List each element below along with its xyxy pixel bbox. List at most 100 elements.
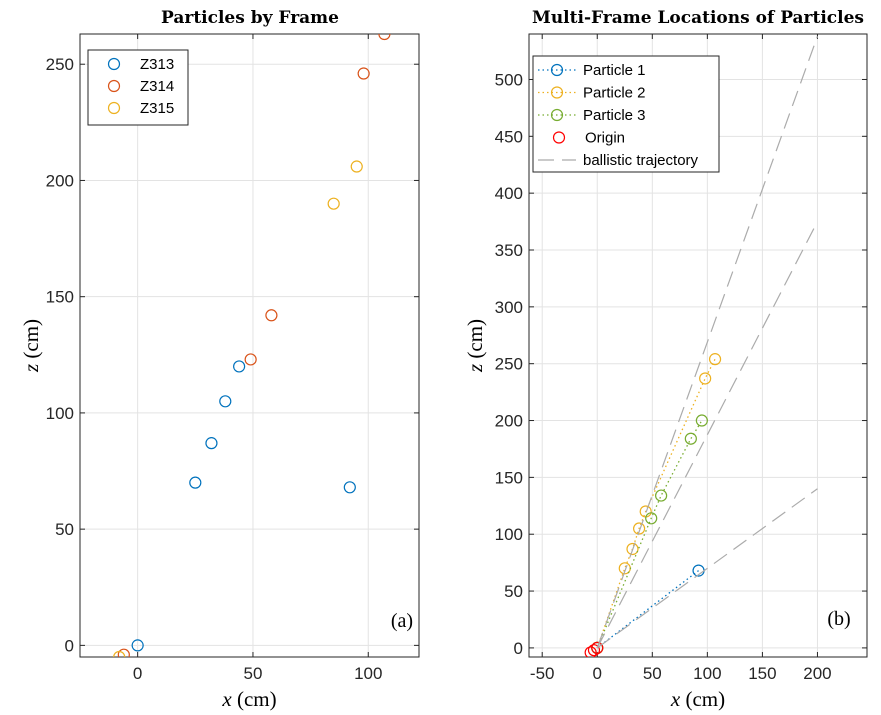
y-tick-label: 200 — [495, 412, 523, 431]
legend-label: ballistic trajectory — [583, 152, 699, 169]
trajectory-line — [596, 36, 819, 649]
legend-box — [532, 55, 720, 173]
tick-labels: 0 50 100 0 50 100 150 200 250 — [46, 55, 383, 683]
legend-item-particle-3: Particle 3 — [538, 107, 646, 124]
y-tick-label: 400 — [495, 184, 523, 203]
data-point — [117, 648, 130, 657]
data-point — [587, 644, 601, 657]
legend-item-particle-2: Particle 2 — [538, 85, 646, 102]
tick-labels: -50 0 50 100 150 200 0 50 100 150 200 250 300 350 400 4… — [495, 70, 832, 683]
y-tick-label: 100 — [46, 404, 74, 423]
legend-item-particle-1: Particle 1 — [538, 62, 646, 79]
x-axis-var: x — [670, 687, 681, 711]
legend-label: Origin — [585, 130, 625, 147]
legend-marker — [107, 79, 121, 93]
legend-item-z314: Z314 — [107, 78, 174, 95]
y-tick-label: 250 — [46, 55, 74, 74]
legend-marker — [550, 63, 564, 77]
data-point — [695, 414, 708, 427]
data-point — [699, 372, 712, 385]
legend-label: Z314 — [140, 78, 174, 95]
y-axis-label: z (cm) — [19, 319, 43, 373]
data-point — [708, 353, 722, 366]
data-point — [265, 309, 278, 322]
plot-particles-by-frame: 0 50 100 0 50 100 150 200 250 Particles by Frame… — [19, 8, 420, 711]
y-tick-label: 50 — [55, 520, 74, 539]
data-point — [645, 512, 658, 525]
data-point — [632, 522, 646, 535]
series-z314 — [117, 34, 391, 657]
legend-marker — [550, 86, 564, 99]
series-z313 — [131, 360, 356, 652]
y-tick-label: 0 — [514, 639, 523, 658]
data-point — [684, 432, 697, 445]
y-tick-label: 100 — [495, 525, 523, 544]
legend-item-z313: Z313 — [107, 56, 174, 73]
axes-box — [79, 33, 420, 658]
series-particle-2 — [591, 353, 722, 655]
legend: Particle 1 Particle 2 Particle 3 Origin ball… — [532, 55, 720, 173]
y-tick-label: 50 — [504, 582, 523, 601]
data-point — [219, 395, 232, 408]
data-point — [357, 67, 370, 80]
y-axis-unit: (cm) — [463, 319, 487, 364]
y-tick-label: 150 — [46, 288, 74, 307]
legend-item-origin: Origin — [552, 130, 625, 147]
y-tick-label: 150 — [495, 468, 523, 487]
data-point — [378, 34, 391, 41]
legend-label: Particle 2 — [583, 85, 646, 102]
y-axis-var: z — [463, 364, 487, 373]
x-tick-label: 100 — [693, 664, 721, 683]
legend-label: Particle 1 — [583, 62, 646, 79]
legend-item-ballistic-trajectory: ballistic trajectory — [538, 152, 699, 169]
plot-multi-frame-locations: -50 0 50 100 150 200 0 50 100 150 200 250 300 350 400 4… — [463, 8, 868, 711]
axes-frame — [528, 33, 868, 658]
legend-label: Z315 — [140, 100, 174, 117]
x-tick-label: 0 — [593, 664, 602, 683]
chart-title: Multi-Frame Locations of Particles — [532, 8, 864, 28]
x-tick-label: 150 — [748, 664, 776, 683]
data-marks — [113, 34, 391, 657]
legend-label: Particle 3 — [583, 107, 646, 124]
data-point — [626, 542, 639, 556]
y-axis-unit: (cm) — [19, 319, 43, 364]
trajectory-line — [596, 488, 818, 649]
y-axis-label: z (cm) — [463, 319, 487, 373]
panel-label: (b) — [827, 608, 850, 630]
data-point — [343, 481, 356, 494]
x-tick-label: 50 — [643, 664, 662, 683]
series-line — [596, 358, 716, 649]
x-axis-unit: (cm) — [232, 687, 277, 711]
y-tick-label: 200 — [46, 171, 74, 190]
panel-label: (a) — [391, 610, 413, 632]
data-point — [584, 646, 597, 657]
x-tick-label: 100 — [354, 664, 382, 683]
series-z315 — [113, 160, 363, 657]
x-tick-label: 0 — [133, 664, 142, 683]
x-tick-label: 50 — [243, 664, 262, 683]
y-tick-label: 0 — [65, 636, 74, 655]
axes-box — [528, 33, 868, 658]
x-axis-unit: (cm) — [680, 687, 725, 711]
data-point — [244, 353, 257, 366]
legend: Z313 Z314 Z315 — [87, 49, 189, 126]
series-origin — [584, 641, 604, 657]
y-tick-label: 300 — [495, 298, 523, 317]
data-point — [233, 360, 246, 373]
data-point — [131, 639, 144, 652]
data-point — [113, 650, 126, 657]
series-line — [596, 570, 699, 649]
data-point — [591, 641, 604, 655]
x-axis-var: x — [221, 687, 232, 711]
y-tick-label: 450 — [495, 127, 523, 146]
data-marks — [584, 36, 819, 657]
data-point — [327, 197, 340, 210]
series-ballistic-trajectory — [596, 36, 819, 649]
data-point — [189, 476, 202, 489]
data-point — [350, 160, 363, 173]
legend-item-z315: Z315 — [107, 100, 174, 117]
legend-box — [87, 49, 189, 126]
chart-title: Particles by Frame — [161, 8, 339, 28]
legend-marker — [552, 131, 566, 144]
trajectory-line — [596, 221, 818, 649]
